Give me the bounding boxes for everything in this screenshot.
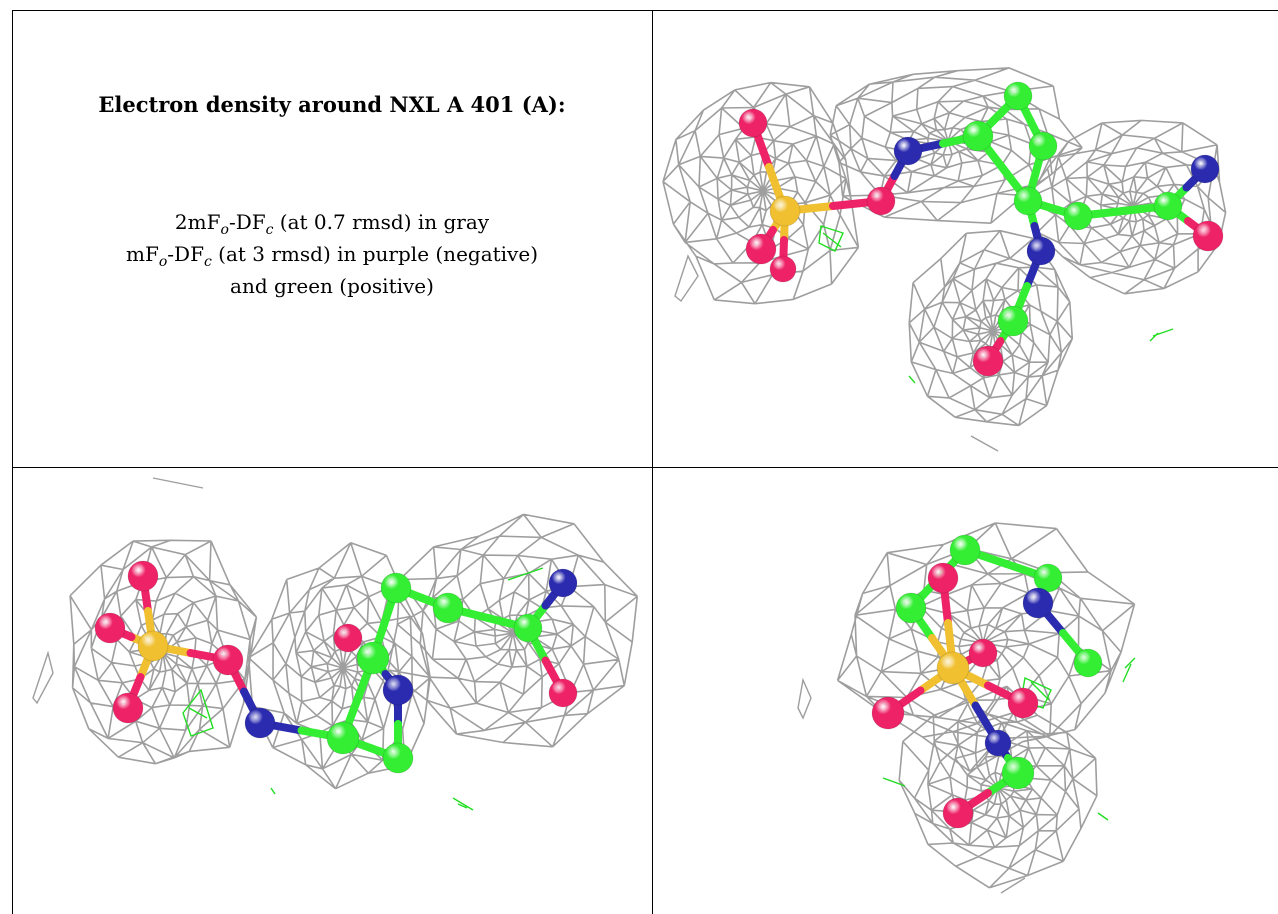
sulfur-atom [137, 630, 169, 662]
sulfur-atom [769, 195, 801, 227]
table-border-left [12, 10, 13, 914]
carbon-atom [380, 572, 412, 604]
carbon-atom [356, 641, 390, 675]
molecule-view-top-right [653, 11, 1278, 467]
legend-diff-main: mF [126, 242, 159, 266]
oxygen-atom [745, 233, 777, 265]
carbon-atom [962, 120, 994, 152]
positive-density [1149, 328, 1174, 342]
positive-density [882, 777, 906, 787]
oxygen-atom [127, 560, 159, 592]
positive-density [507, 567, 544, 581]
legend-gray-mid: -DF [228, 210, 266, 234]
positive-density [182, 688, 214, 737]
positive-density [1122, 657, 1136, 683]
carbon-atom [432, 592, 464, 624]
nitrogen-atom [548, 568, 578, 598]
carbon-atom [326, 721, 360, 755]
positive-density [452, 797, 474, 811]
carbon-atom [513, 613, 543, 643]
legend-gray-main: 2mF [174, 210, 221, 234]
legend-gray-rest: (at 0.7 rmsd) in gray [273, 210, 490, 234]
carbon-atom [1073, 648, 1103, 678]
nitrogen-atom [1022, 587, 1054, 619]
density-fragment [152, 477, 204, 489]
oxygen-atom [112, 692, 144, 724]
nitrogen-atom [382, 674, 414, 706]
carbon-atom [1028, 131, 1058, 161]
oxygen-atom [968, 638, 998, 668]
oxygen-atom [1007, 687, 1039, 719]
legend-diff-rest: (at 3 rmsd) in purple (negative) [211, 242, 538, 266]
oxygen-atom [942, 797, 974, 829]
oxygen-atom [1192, 220, 1224, 252]
sulfur-atom [936, 651, 970, 685]
table-divider-vertical [652, 10, 653, 914]
nitrogen-atom [1026, 236, 1056, 266]
legend-line-positive: and green (positive) [230, 274, 434, 298]
positive-density [1097, 812, 1109, 821]
legend-gray-sub-c: c [265, 222, 274, 238]
density-fragment [32, 650, 54, 705]
nitrogen-atom [984, 729, 1012, 757]
oxygen-atom [769, 255, 797, 283]
legend-gray-sub-o: o [220, 222, 229, 238]
oxygen-atom [871, 696, 905, 730]
density-mesh [1025, 119, 1227, 295]
oxygen-atom [333, 623, 363, 653]
carbon-atom [1001, 756, 1035, 790]
caption-cell: Electron density around NXL A 401 (A): 2… [12, 10, 652, 467]
oxygen-atom [972, 345, 1004, 377]
legend-line-gray: 2mFo-DFc (at 0.7 rmsd) in gray [12, 208, 652, 244]
positive-density [818, 225, 844, 252]
carbon-atom [949, 534, 981, 566]
legend-diff-sub-c: c [203, 254, 212, 270]
oxygen-atom [738, 108, 768, 138]
carbon-atom [895, 592, 927, 624]
density-fragment [970, 435, 999, 452]
density-fragment [674, 254, 699, 303]
nitrogen-atom [244, 707, 276, 739]
oxygen-atom [94, 612, 126, 644]
positive-density [908, 375, 916, 384]
table-border-top [12, 10, 1278, 11]
carbon-atom [1153, 191, 1183, 221]
oxygen-atom [212, 644, 244, 676]
oxygen-atom [927, 562, 959, 594]
oxygen-atom [548, 678, 578, 708]
carbon-atom [997, 305, 1029, 337]
legend-diff-mid: -DF [167, 242, 204, 266]
density-fragment [797, 677, 812, 720]
nitrogen-atom [1190, 154, 1220, 184]
nitrogen-atom [893, 136, 923, 166]
carbon-atom [1013, 186, 1043, 216]
table-divider-horizontal [12, 467, 1278, 468]
density-fragment [1000, 877, 1026, 894]
carbon-atom [1003, 81, 1033, 111]
carbon-atom [1063, 201, 1093, 231]
caption-title: Electron density around NXL A 401 (A): [98, 92, 566, 117]
oxygen-atom [866, 186, 896, 216]
legend-diff-sub-o: o [158, 254, 168, 270]
positive-density [270, 787, 276, 795]
legend-line-difference: mFo-DFc (at 3 rmsd) in purple (negative) [12, 240, 652, 276]
molecule-view-bottom-right [653, 468, 1278, 914]
molecule-view-bottom-left [13, 468, 652, 914]
carbon-atom [382, 742, 414, 774]
